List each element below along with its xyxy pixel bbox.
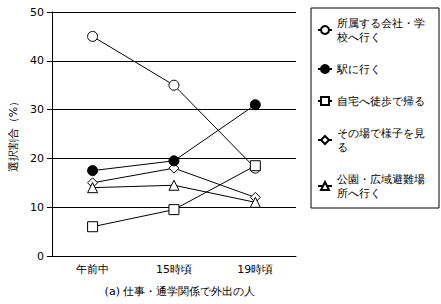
svg-text:公園・広域避難場: 公園・広域避難場: [337, 173, 425, 186]
svg-text:所属する会社・学: 所属する会社・学: [337, 17, 425, 30]
svg-text:自宅へ徒歩で帰る: 自宅へ徒歩で帰る: [337, 95, 425, 108]
svg-text:50: 50: [30, 6, 44, 19]
svg-text:30: 30: [30, 103, 44, 116]
svg-text:(a) 仕事・通学関係で外出の人: (a) 仕事・通学関係で外出の人: [105, 285, 256, 298]
svg-text:15時頃: 15時頃: [156, 263, 192, 276]
svg-text:20: 20: [30, 152, 44, 165]
svg-text:駅に行く: 駅に行く: [336, 63, 381, 76]
svg-text:校へ行く: 校へ行く: [336, 31, 381, 44]
svg-text:0: 0: [37, 250, 44, 263]
svg-text:る: る: [337, 141, 348, 154]
svg-text:午前中: 午前中: [76, 263, 109, 276]
svg-text:10: 10: [30, 201, 44, 214]
svg-text:その場で様子を見: その場で様子を見: [337, 127, 425, 140]
svg-text:40: 40: [30, 54, 44, 67]
svg-text:19時頃: 19時頃: [237, 263, 273, 276]
svg-text:選択割合（%）: 選択割合（%）: [7, 96, 20, 172]
svg-text:所へ行く: 所へ行く: [337, 187, 381, 200]
